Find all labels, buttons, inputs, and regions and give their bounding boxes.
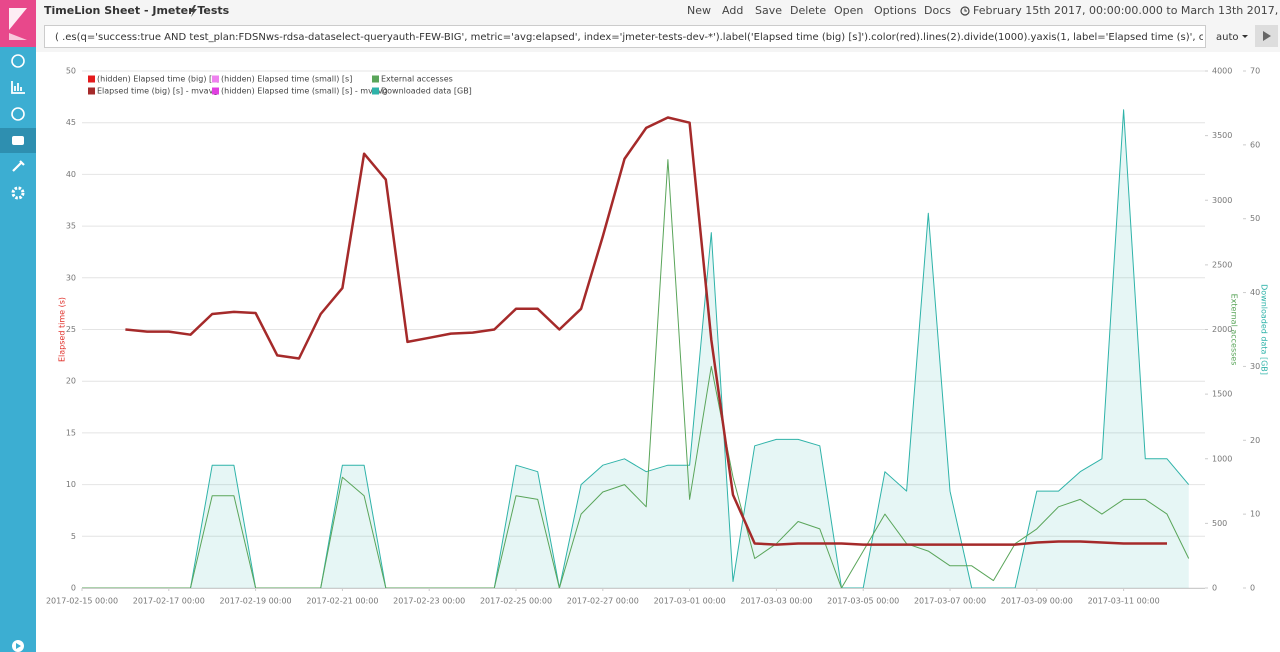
x-tick-label: 2017-02-19 00:00 — [220, 597, 292, 606]
series-line — [125, 116, 1167, 546]
nav-timelion[interactable] — [12, 136, 24, 145]
y-tick-label: 35 — [66, 222, 76, 231]
y3-tick-label: 10 — [1250, 510, 1260, 519]
x-tick-label: 2017-03-11 00:00 — [1088, 597, 1160, 606]
logo-shape-2 — [9, 33, 27, 40]
x-tick-label: 2017-02-25 00:00 — [480, 597, 552, 606]
legend-label: Elapsed time (big) [s] - mvavg — [97, 87, 218, 96]
y3-tick-label: 50 — [1250, 214, 1260, 223]
menu-delete[interactable]: Delete — [790, 4, 826, 17]
menu-options[interactable]: Options — [874, 4, 917, 17]
legend-swatch — [212, 87, 219, 95]
y-tick-label: 20 — [66, 377, 76, 386]
y2-tick-label: 3500 — [1212, 131, 1232, 140]
legend-swatch — [372, 87, 379, 95]
run-icon — [1263, 31, 1271, 41]
y-tick-label: 10 — [66, 480, 76, 489]
x-tick-label: 2017-03-05 00:00 — [827, 597, 899, 606]
y-tick-label: 5 — [71, 532, 76, 541]
legend-swatch — [212, 75, 219, 83]
y-tick-label: 45 — [66, 118, 76, 127]
y2-tick-label: 1500 — [1212, 390, 1232, 399]
y-tick-label: 40 — [66, 170, 76, 179]
expression-input[interactable] — [44, 25, 1206, 48]
x-tick-label: 2017-02-17 00:00 — [133, 597, 205, 606]
collapse-icon — [16, 643, 21, 649]
legend-label: (hidden) Elapsed time (big) [s] — [97, 75, 219, 84]
y2-tick-label: 1000 — [1212, 454, 1232, 463]
y2-tick-label: 3000 — [1212, 196, 1232, 205]
sheet-title: TimeLion Sheet - Jmeter Tests — [44, 4, 230, 17]
y-tick-label: 0 — [71, 584, 76, 593]
area-fill — [82, 109, 1189, 589]
y3-tick-label: 70 — [1250, 67, 1260, 76]
y3-axis-title: External accesses — [1230, 294, 1239, 366]
legend-label: Downloaded data [GB] — [381, 87, 472, 96]
y3-tick-label: 30 — [1250, 362, 1260, 371]
menu-new[interactable]: New — [687, 4, 711, 17]
y2-axis-title: Downloaded data [GB] — [1260, 284, 1269, 375]
nav-dashboard[interactable] — [11, 107, 25, 121]
legend: (hidden) Elapsed time (big) [s] Elapsed t… — [88, 75, 472, 96]
x-tick-label: 2017-03-09 00:00 — [1001, 597, 1073, 606]
legend-swatch — [88, 75, 95, 83]
x-tick-label: 2017-02-21 00:00 — [306, 597, 378, 606]
legend-swatch — [372, 75, 379, 83]
expression-text: ( .es(q='success:true AND test_plan:FDSN… — [55, 32, 1280, 43]
x-tick-label: 2017-03-01 00:00 — [654, 597, 726, 606]
menu-open[interactable]: Open — [834, 4, 863, 17]
legend-label: (hidden) Elapsed time (small) [s] — [221, 75, 352, 84]
time-range[interactable]: February 15th 2017, 00:00:00.000 to Marc… — [973, 4, 1280, 17]
legend-label: External accesses — [381, 75, 453, 84]
x-tick-label: 2017-03-03 00:00 — [740, 597, 812, 606]
x-tick-label: 2017-03-07 00:00 — [914, 597, 986, 606]
nav-visualize[interactable] — [11, 81, 25, 94]
y2-tick-label: 0 — [1212, 584, 1217, 593]
menu: New Add Save Delete Open Options Docs — [687, 4, 951, 17]
bolt-icon — [190, 5, 197, 17]
sidebar — [0, 0, 36, 652]
menu-add[interactable]: Add — [722, 4, 743, 17]
y2-tick-label: 2500 — [1212, 260, 1232, 269]
y-axis-title: Elapsed time (s) — [58, 297, 67, 362]
legend-label: (hidden) Elapsed time (small) [s] - mvav… — [221, 87, 388, 96]
plot-area — [82, 109, 1190, 589]
axes: 0510152025303540455005001000150020002500… — [46, 67, 1269, 606]
select-caret — [1242, 35, 1248, 38]
nav-management[interactable] — [11, 186, 25, 200]
y-tick-label: 15 — [66, 428, 76, 437]
x-tick-label: 2017-02-23 00:00 — [393, 597, 465, 606]
menu-docs[interactable]: Docs — [924, 4, 951, 17]
interval-select[interactable]: auto — [1216, 32, 1239, 43]
y3-tick-label: 40 — [1250, 288, 1260, 297]
y2-tick-label: 2000 — [1212, 325, 1232, 334]
top-bar — [36, 0, 1280, 22]
y-tick-label: 30 — [66, 273, 76, 282]
nav-discover[interactable] — [11, 54, 25, 68]
x-tick-label: 2017-02-15 00:00 — [46, 597, 118, 606]
clock-hands — [964, 8, 967, 12]
y-tick-label: 50 — [66, 67, 76, 76]
logo-shape — [9, 8, 27, 30]
y-tick-label: 25 — [66, 325, 76, 334]
nav-devtools[interactable] — [12, 160, 25, 172]
legend-swatch — [88, 87, 95, 95]
y2-tick-label: 4000 — [1212, 67, 1232, 76]
x-tick-label: 2017-02-27 00:00 — [567, 597, 639, 606]
y3-tick-label: 0 — [1250, 584, 1255, 593]
y3-tick-label: 20 — [1250, 436, 1260, 445]
y2-tick-label: 500 — [1212, 519, 1227, 528]
y3-tick-label: 60 — [1250, 140, 1260, 149]
clock-icon — [960, 6, 970, 16]
menu-save[interactable]: Save — [755, 4, 782, 17]
